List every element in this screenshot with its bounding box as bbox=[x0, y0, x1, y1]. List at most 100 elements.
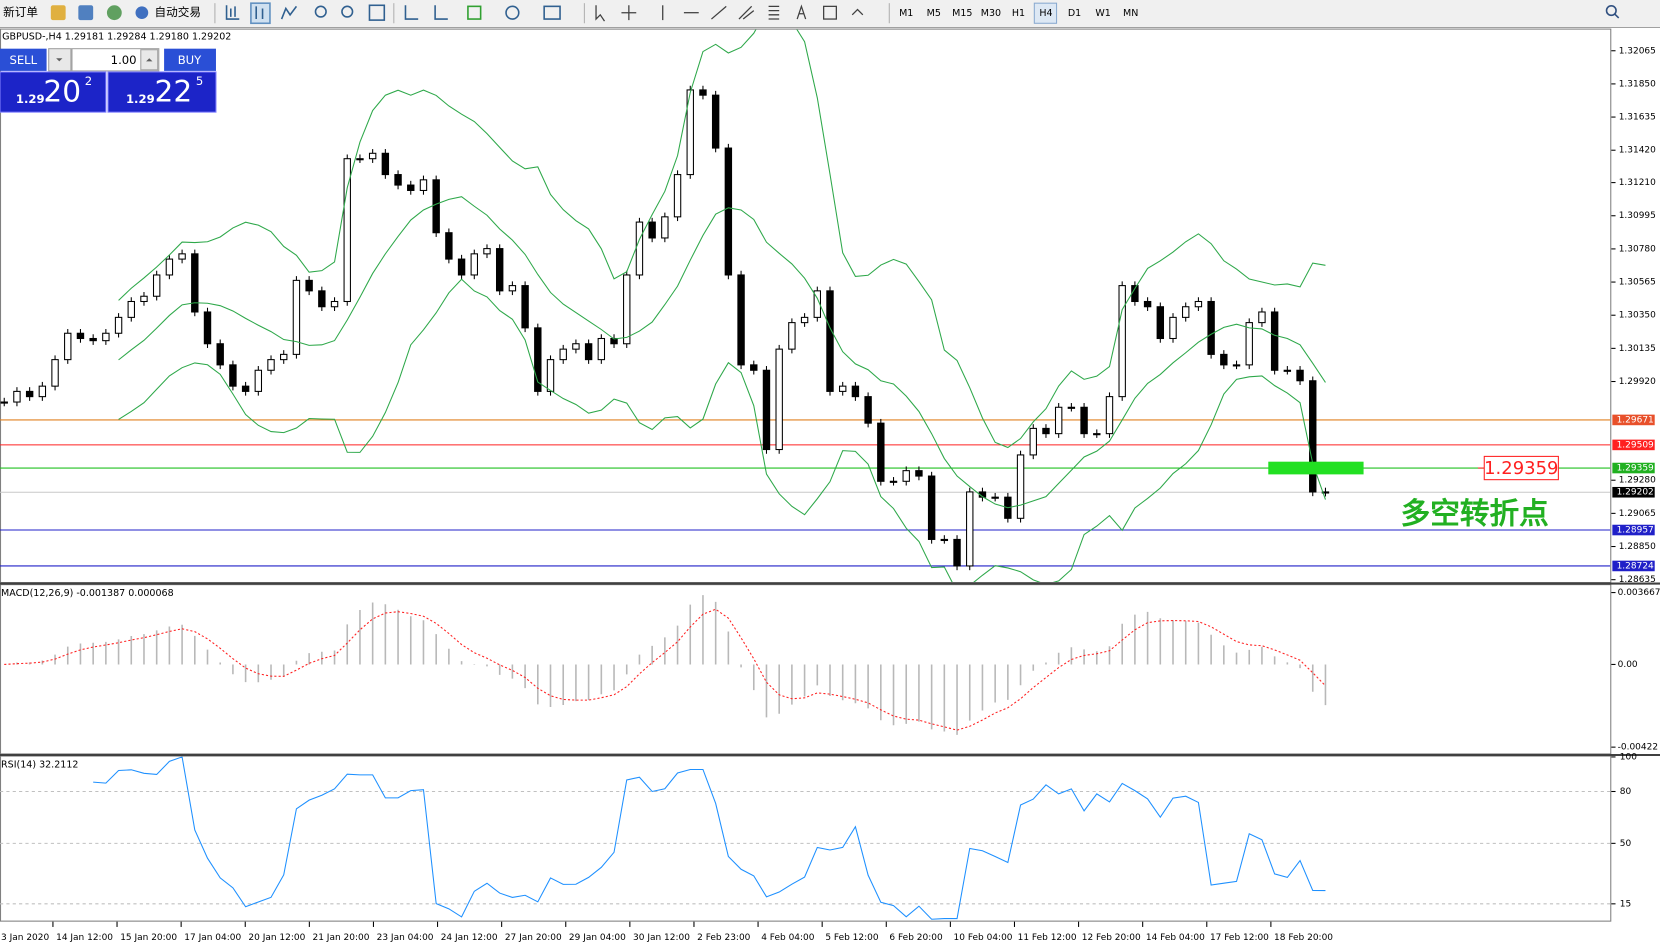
candle bbox=[940, 538, 949, 542]
auto-trading-icon[interactable] bbox=[135, 6, 149, 20]
icon[interactable] bbox=[106, 5, 122, 21]
candle bbox=[292, 279, 301, 355]
tile-icon[interactable] bbox=[368, 4, 386, 21]
buy-button[interactable] bbox=[164, 48, 216, 71]
channel-tool[interactable] bbox=[738, 5, 755, 20]
candle bbox=[64, 332, 72, 361]
candle bbox=[407, 184, 415, 191]
price-tick-label: 1.31210 bbox=[1619, 178, 1656, 188]
candle bbox=[1207, 300, 1215, 355]
candle bbox=[1156, 306, 1165, 340]
time-label: 21 Jan 20:00 bbox=[313, 933, 370, 943]
icon[interactable] bbox=[78, 5, 94, 21]
candle bbox=[623, 274, 631, 345]
candle bbox=[534, 327, 542, 392]
candle bbox=[152, 274, 161, 297]
candle bbox=[38, 385, 47, 398]
candle bbox=[762, 369, 771, 451]
text-tool[interactable] bbox=[796, 4, 807, 20]
price-tick-label: 1.29920 bbox=[1619, 377, 1656, 387]
time-label: 3 Jan 2020 bbox=[1, 933, 49, 943]
candle bbox=[661, 216, 669, 239]
candle bbox=[1042, 427, 1050, 435]
label-tool[interactable] bbox=[823, 5, 837, 20]
candle bbox=[788, 322, 796, 350]
period-icon[interactable] bbox=[505, 5, 520, 20]
candle-icon[interactable] bbox=[250, 2, 271, 25]
time-label: 18 Feb 20:00 bbox=[1274, 933, 1333, 943]
zoom-out-icon[interactable] bbox=[341, 5, 354, 18]
crosshair-tool[interactable] bbox=[621, 5, 637, 21]
cursor-tool[interactable] bbox=[595, 5, 606, 22]
candle bbox=[1080, 406, 1088, 435]
price-tick-label: 1.31850 bbox=[1619, 79, 1656, 89]
lot-value[interactable]: 1.00 bbox=[111, 53, 137, 67]
template-icon[interactable] bbox=[543, 5, 561, 20]
candle bbox=[381, 152, 390, 176]
bid-box[interactable] bbox=[0, 71, 107, 113]
shift-icon[interactable] bbox=[434, 5, 448, 20]
candle bbox=[356, 158, 364, 161]
timeframe-button[interactable]: M30 bbox=[981, 8, 1001, 19]
price-tick-label: 1.31635 bbox=[1619, 113, 1656, 123]
search-icon[interactable] bbox=[1605, 5, 1617, 17]
time-label: 15 Jan 20:00 bbox=[120, 933, 177, 943]
candle bbox=[330, 300, 339, 308]
ask-box[interactable] bbox=[107, 71, 217, 113]
timeframe-button[interactable]: M15 bbox=[952, 8, 972, 19]
buy-label[interactable]: BUY bbox=[178, 53, 202, 67]
one-click-trading: SELL 1.00 BUY 1.29 20 2 1.29 22 5 bbox=[0, 48, 217, 113]
bar-chart-icon[interactable] bbox=[225, 5, 240, 20]
time-label: 30 Jan 12:00 bbox=[633, 933, 690, 943]
candle bbox=[750, 364, 758, 371]
price-tick-label: 1.28635 bbox=[1619, 575, 1656, 585]
zoom-in-icon[interactable] bbox=[314, 5, 327, 18]
candle bbox=[800, 316, 809, 324]
time-label: 29 Jan 04:00 bbox=[569, 933, 626, 943]
level-price-label: 1.29509 bbox=[1617, 440, 1654, 450]
fibo-tool[interactable] bbox=[768, 5, 780, 20]
timeframe-button[interactable]: MN bbox=[1123, 8, 1138, 19]
sell-label[interactable]: SELL bbox=[9, 53, 37, 67]
candle bbox=[838, 385, 847, 392]
price-tick-label: 1.30995 bbox=[1619, 211, 1656, 221]
price-tick-label: 1.30565 bbox=[1619, 278, 1656, 288]
candle bbox=[51, 359, 59, 387]
indicators-icon[interactable] bbox=[467, 5, 482, 20]
line-chart-icon[interactable] bbox=[280, 5, 298, 20]
time-label: 10 Feb 04:00 bbox=[954, 933, 1013, 943]
timeframe-button[interactable]: W1 bbox=[1095, 8, 1110, 19]
toolbar bbox=[0, 0, 1660, 28]
price-tick-label: 1.30780 bbox=[1619, 244, 1656, 254]
timeframe-button[interactable]: D1 bbox=[1068, 8, 1081, 19]
autoscroll-icon[interactable] bbox=[404, 5, 419, 20]
trendline-tool[interactable] bbox=[711, 5, 727, 20]
rsi-tick-label: 80 bbox=[1620, 787, 1632, 797]
new-order-button[interactable]: 新订单 bbox=[3, 5, 38, 19]
time-label: 5 Feb 12:00 bbox=[825, 933, 879, 943]
lot-input[interactable] bbox=[71, 48, 160, 72]
level-price-box bbox=[1612, 439, 1655, 451]
candle bbox=[991, 496, 999, 499]
bid-big: 20 bbox=[43, 74, 81, 109]
timeframe-button[interactable]: H1 bbox=[1012, 8, 1025, 19]
candle bbox=[419, 179, 428, 191]
candle bbox=[102, 332, 110, 342]
candle bbox=[1029, 427, 1037, 456]
candle bbox=[1194, 300, 1203, 308]
candle bbox=[445, 232, 453, 260]
timeframe-button[interactable]: M5 bbox=[927, 8, 941, 19]
icon[interactable] bbox=[50, 5, 66, 21]
sell-button[interactable] bbox=[0, 48, 47, 71]
timeframe-button[interactable]: M1 bbox=[899, 8, 913, 19]
rsi-tick-label: 15 bbox=[1620, 899, 1631, 909]
timeframe-button[interactable]: H4 bbox=[1039, 8, 1052, 19]
auto-trading-button[interactable]: 自动交易 bbox=[155, 5, 202, 19]
price-tick-label: 1.28850 bbox=[1619, 542, 1656, 552]
candle-icon-body bbox=[255, 6, 264, 20]
candle bbox=[1296, 369, 1304, 382]
arrows-tool[interactable] bbox=[851, 8, 864, 16]
candle bbox=[191, 253, 199, 313]
ask-prefix: 1.29 bbox=[126, 92, 155, 106]
candle bbox=[1182, 306, 1190, 318]
